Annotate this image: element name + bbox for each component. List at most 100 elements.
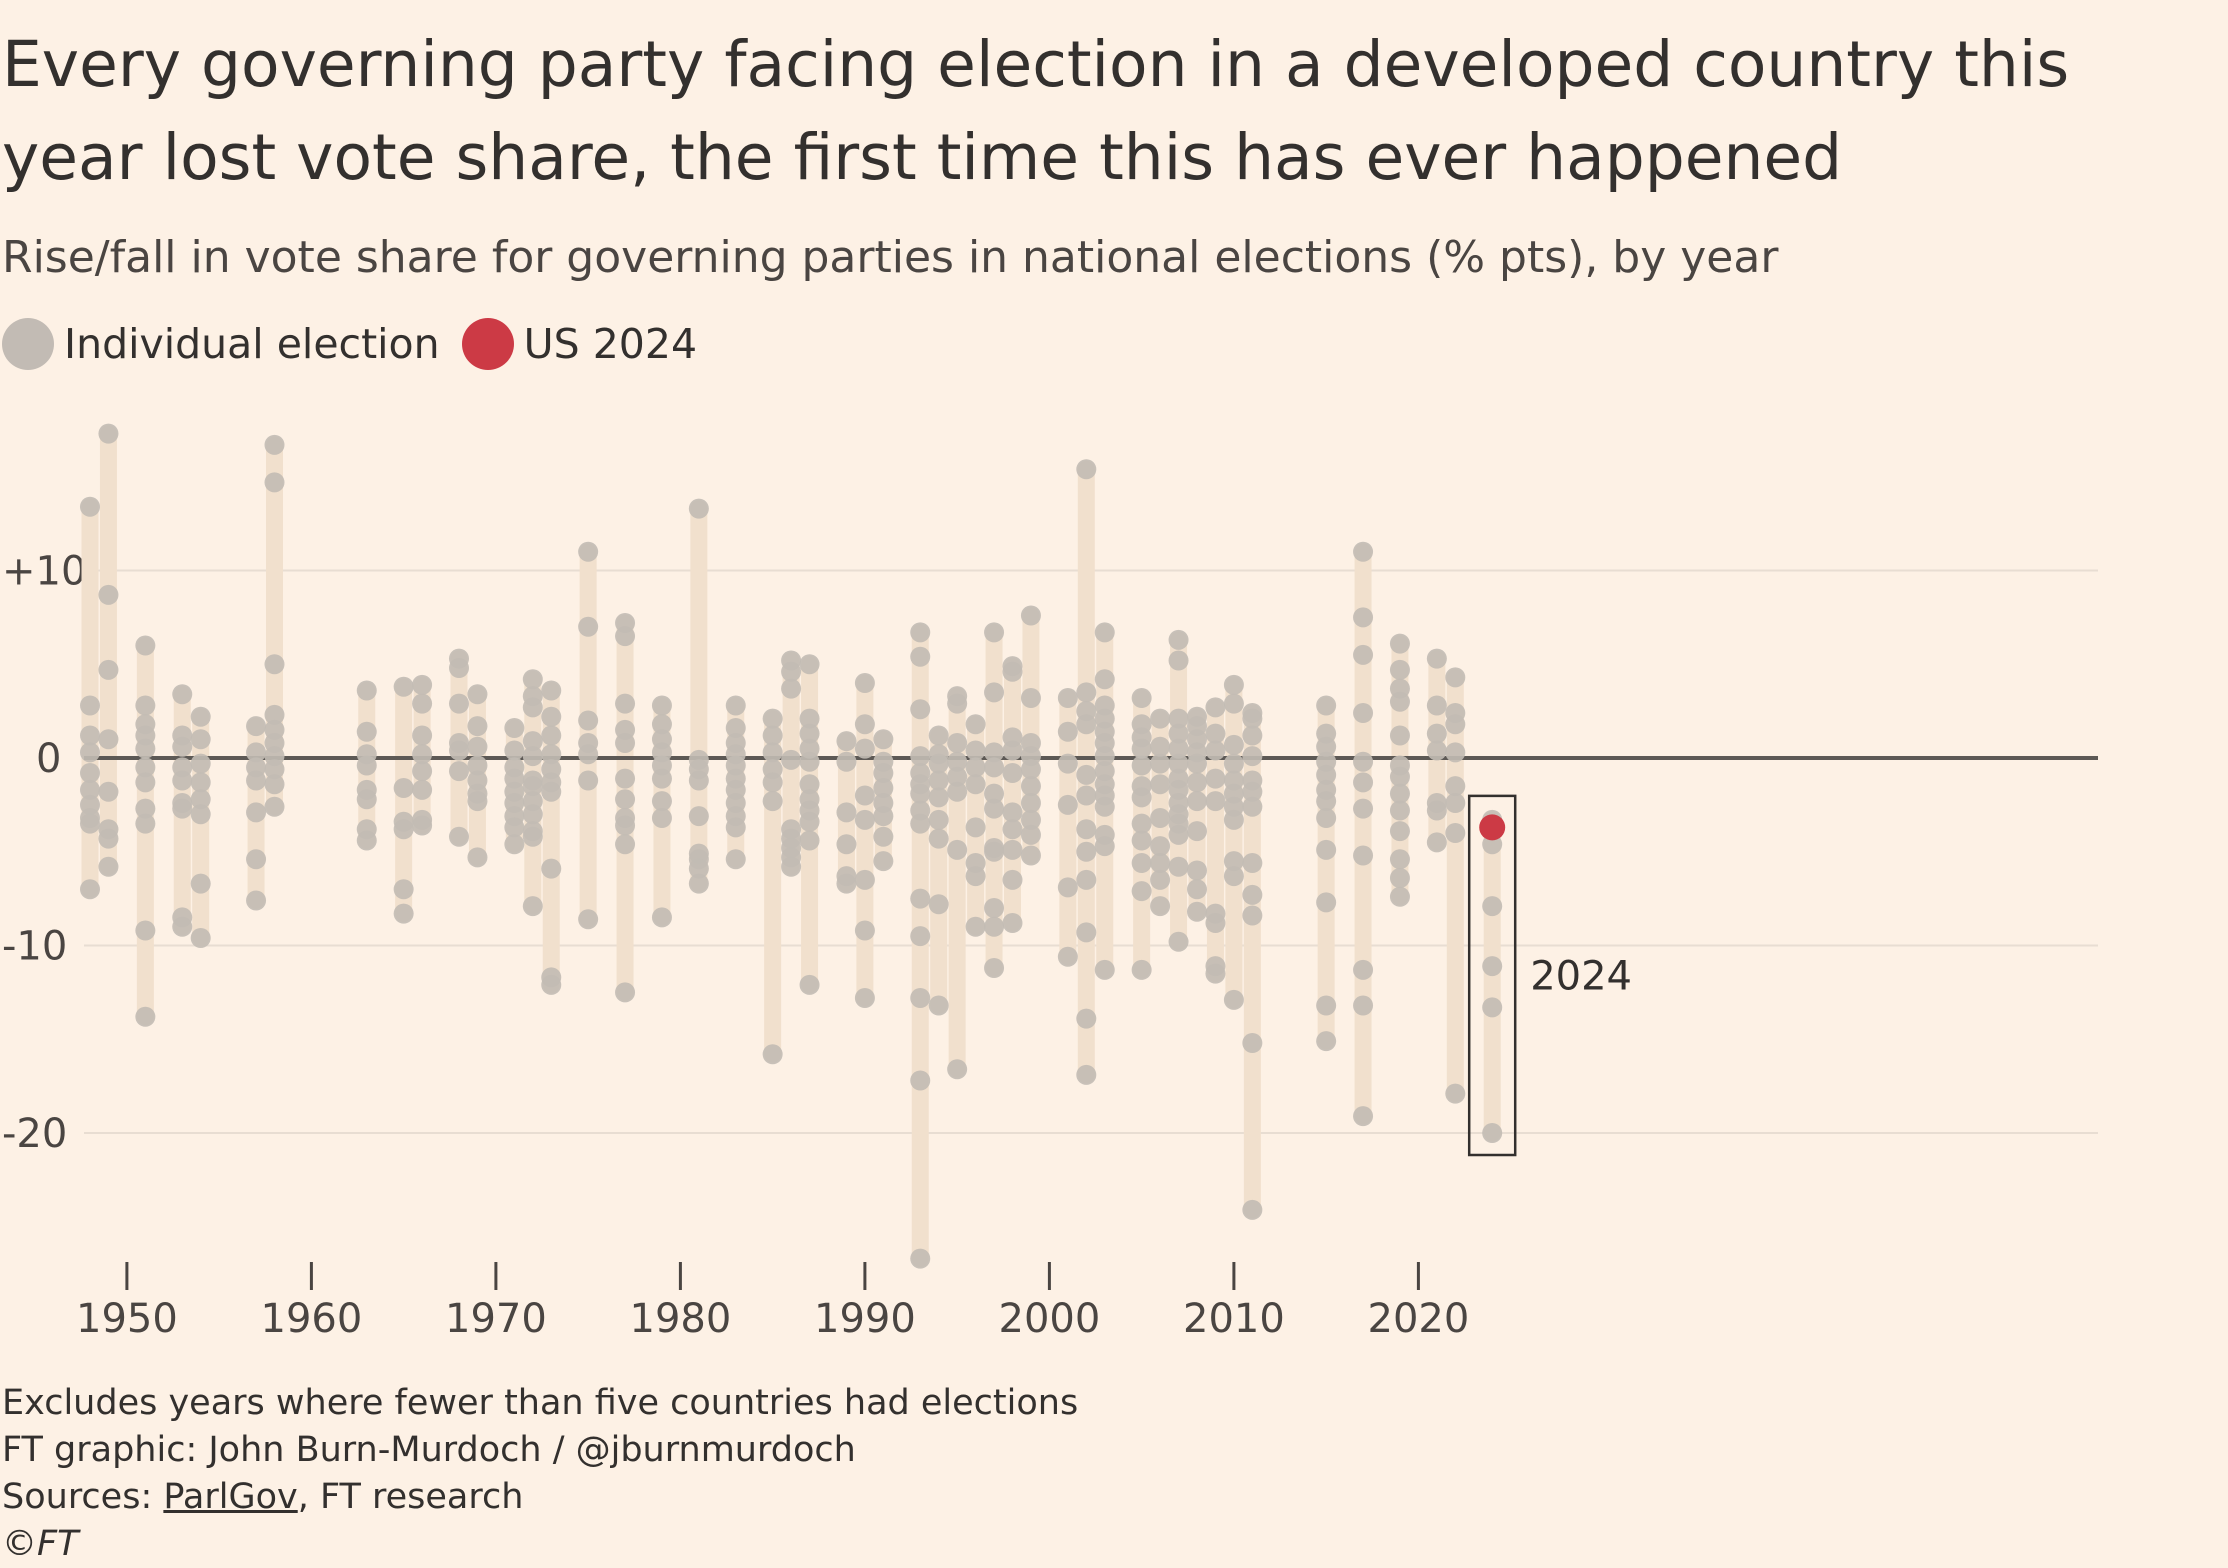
election-dot [1353,845,1374,866]
election-dot [1020,824,1041,845]
election-dot [1187,860,1207,881]
election-dot [1316,995,1337,1016]
copyright: ©FT [2,1524,79,1564]
election-dot [688,770,709,791]
election-dot [1076,682,1097,703]
election-dot [1076,922,1097,943]
election-dot [1131,959,1152,980]
x-tick-label: 1950 [76,1296,178,1342]
election-dot [135,757,156,778]
election-dot [467,684,488,705]
election-dot [1002,819,1023,840]
election-dot [1057,946,1078,967]
election-dot [873,826,894,847]
election-dot [854,785,875,806]
election-dot [799,751,820,772]
election-dot [947,693,968,714]
election-dot [135,772,156,793]
election-dot [1353,607,1374,628]
election-dot [984,783,1005,804]
election-dot [1002,802,1023,823]
chart-title: Every governing party facing election in… [2,28,2070,194]
election-dot [1020,605,1041,626]
election-dot [98,828,119,849]
election-dot [80,813,100,834]
election-dot [80,779,100,800]
election-dot [1353,995,1374,1016]
election-dot [1482,1123,1503,1143]
election-dot [246,849,267,870]
election-dot [1076,819,1097,840]
highlight-box-2024 [1467,794,1517,1157]
election-dot [80,742,100,763]
election-dot [947,839,968,860]
election-dot [1223,866,1244,887]
election-dot [928,753,949,774]
legend-swatch-grey [2,318,54,370]
election-dot [762,742,783,763]
election-dot [246,890,267,911]
election-dot [541,858,562,879]
election-dot [799,654,820,675]
election-dot [1131,688,1152,708]
y-tick-label: +10 [2,549,86,595]
election-dot [1389,783,1410,804]
election-dot [873,806,894,827]
election-dot [264,796,285,817]
election-dot [873,729,894,750]
election-dot [799,723,820,744]
election-dot [1242,1199,1263,1220]
election-dot [1150,753,1171,774]
election-dot [1002,869,1023,890]
election-dot [1150,836,1171,857]
election-dot [412,725,433,746]
election-dot [781,749,802,770]
election-dot [1223,693,1244,714]
election-dot [984,682,1005,703]
election-dot [928,787,949,808]
election-dot [578,770,599,791]
election-dot [1389,849,1410,870]
election-dot [1242,1033,1263,1053]
election-dot [762,791,783,812]
footnote-credit: FT graphic: John Burn-Murdoch / @jburnmu… [2,1430,856,1470]
election-dot [615,768,636,789]
election-dot [615,693,636,714]
election-dot [190,873,211,894]
election-dot [412,693,433,714]
election-dot [98,584,119,605]
parlgov-link[interactable]: ParlGov [163,1477,298,1517]
election-dot [1426,740,1447,761]
election-dot [854,869,875,890]
election-dot [651,768,672,789]
election-dot [412,674,433,695]
election-dot [80,763,100,783]
election-dot [504,817,525,838]
election-dot [984,841,1005,862]
election-dot [246,716,267,737]
election-dot [1187,901,1207,922]
election-dot [762,1044,783,1065]
election-dot [928,809,949,830]
election-dot [1223,734,1244,755]
election-dot [1426,800,1447,821]
election-dot [1353,959,1374,980]
election-dot [984,622,1005,643]
election-dot [504,718,525,738]
election-dot [799,811,820,832]
election-dot [910,1248,931,1269]
election-dot [1389,800,1410,821]
election-dot [1445,667,1466,688]
us-2024-dot [1479,814,1506,841]
election-dot [984,742,1005,763]
election-dot [172,798,193,819]
election-dot [135,1006,156,1027]
election-dot [1002,763,1023,783]
y-tick-label-zero: 0 [36,736,61,782]
election-dot [910,783,931,804]
election-dot [1150,736,1171,757]
election-dot [1168,856,1189,877]
election-dot [836,751,857,772]
election-dot [1353,703,1374,723]
election-dot [190,772,211,793]
